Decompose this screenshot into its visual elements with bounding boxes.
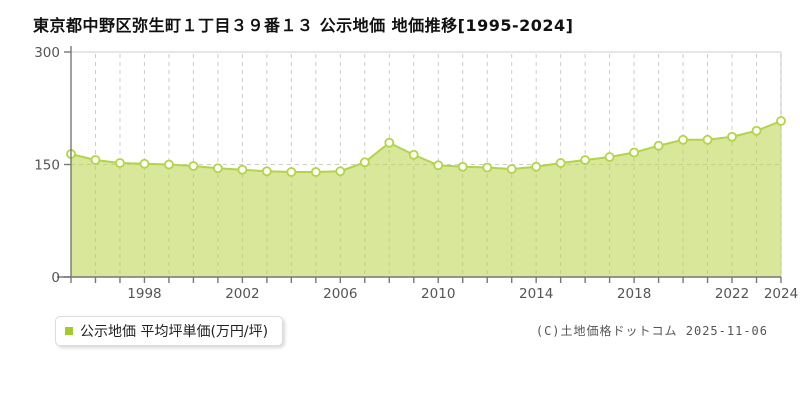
svg-text:2006: 2006 (323, 286, 357, 302)
page-title: 東京都中野区弥生町１丁目３９番１３ 公示地価 地価推移[1995-2024] (33, 16, 574, 35)
svg-text:2024: 2024 (764, 286, 798, 302)
svg-text:2022: 2022 (715, 286, 749, 302)
svg-text:1998: 1998 (127, 286, 161, 302)
svg-text:2018: 2018 (617, 286, 651, 302)
svg-text:2014: 2014 (519, 286, 553, 302)
legend-label: 公示地価 平均坪単価(万円/坪) (80, 324, 269, 340)
legend-box: 公示地価 平均坪単価(万円/坪) (55, 316, 284, 346)
svg-text:150: 150 (34, 158, 60, 174)
svg-text:0: 0 (51, 270, 60, 286)
svg-text:300: 300 (34, 45, 60, 61)
svg-text:2010: 2010 (421, 286, 455, 302)
legend-swatch-icon (65, 327, 73, 335)
copyright-text: (C)土地価格ドットコム 2025-11-06 (535, 324, 768, 338)
svg-text:2002: 2002 (225, 286, 259, 302)
